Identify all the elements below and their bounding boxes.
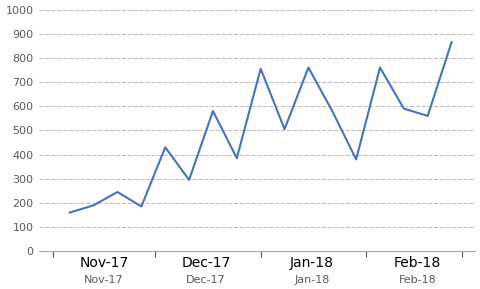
Text: Jan-18: Jan-18 [294, 275, 329, 285]
Text: Feb-18: Feb-18 [398, 275, 435, 285]
Text: Nov-17: Nov-17 [84, 275, 123, 285]
Text: Dec-17: Dec-17 [186, 275, 226, 285]
